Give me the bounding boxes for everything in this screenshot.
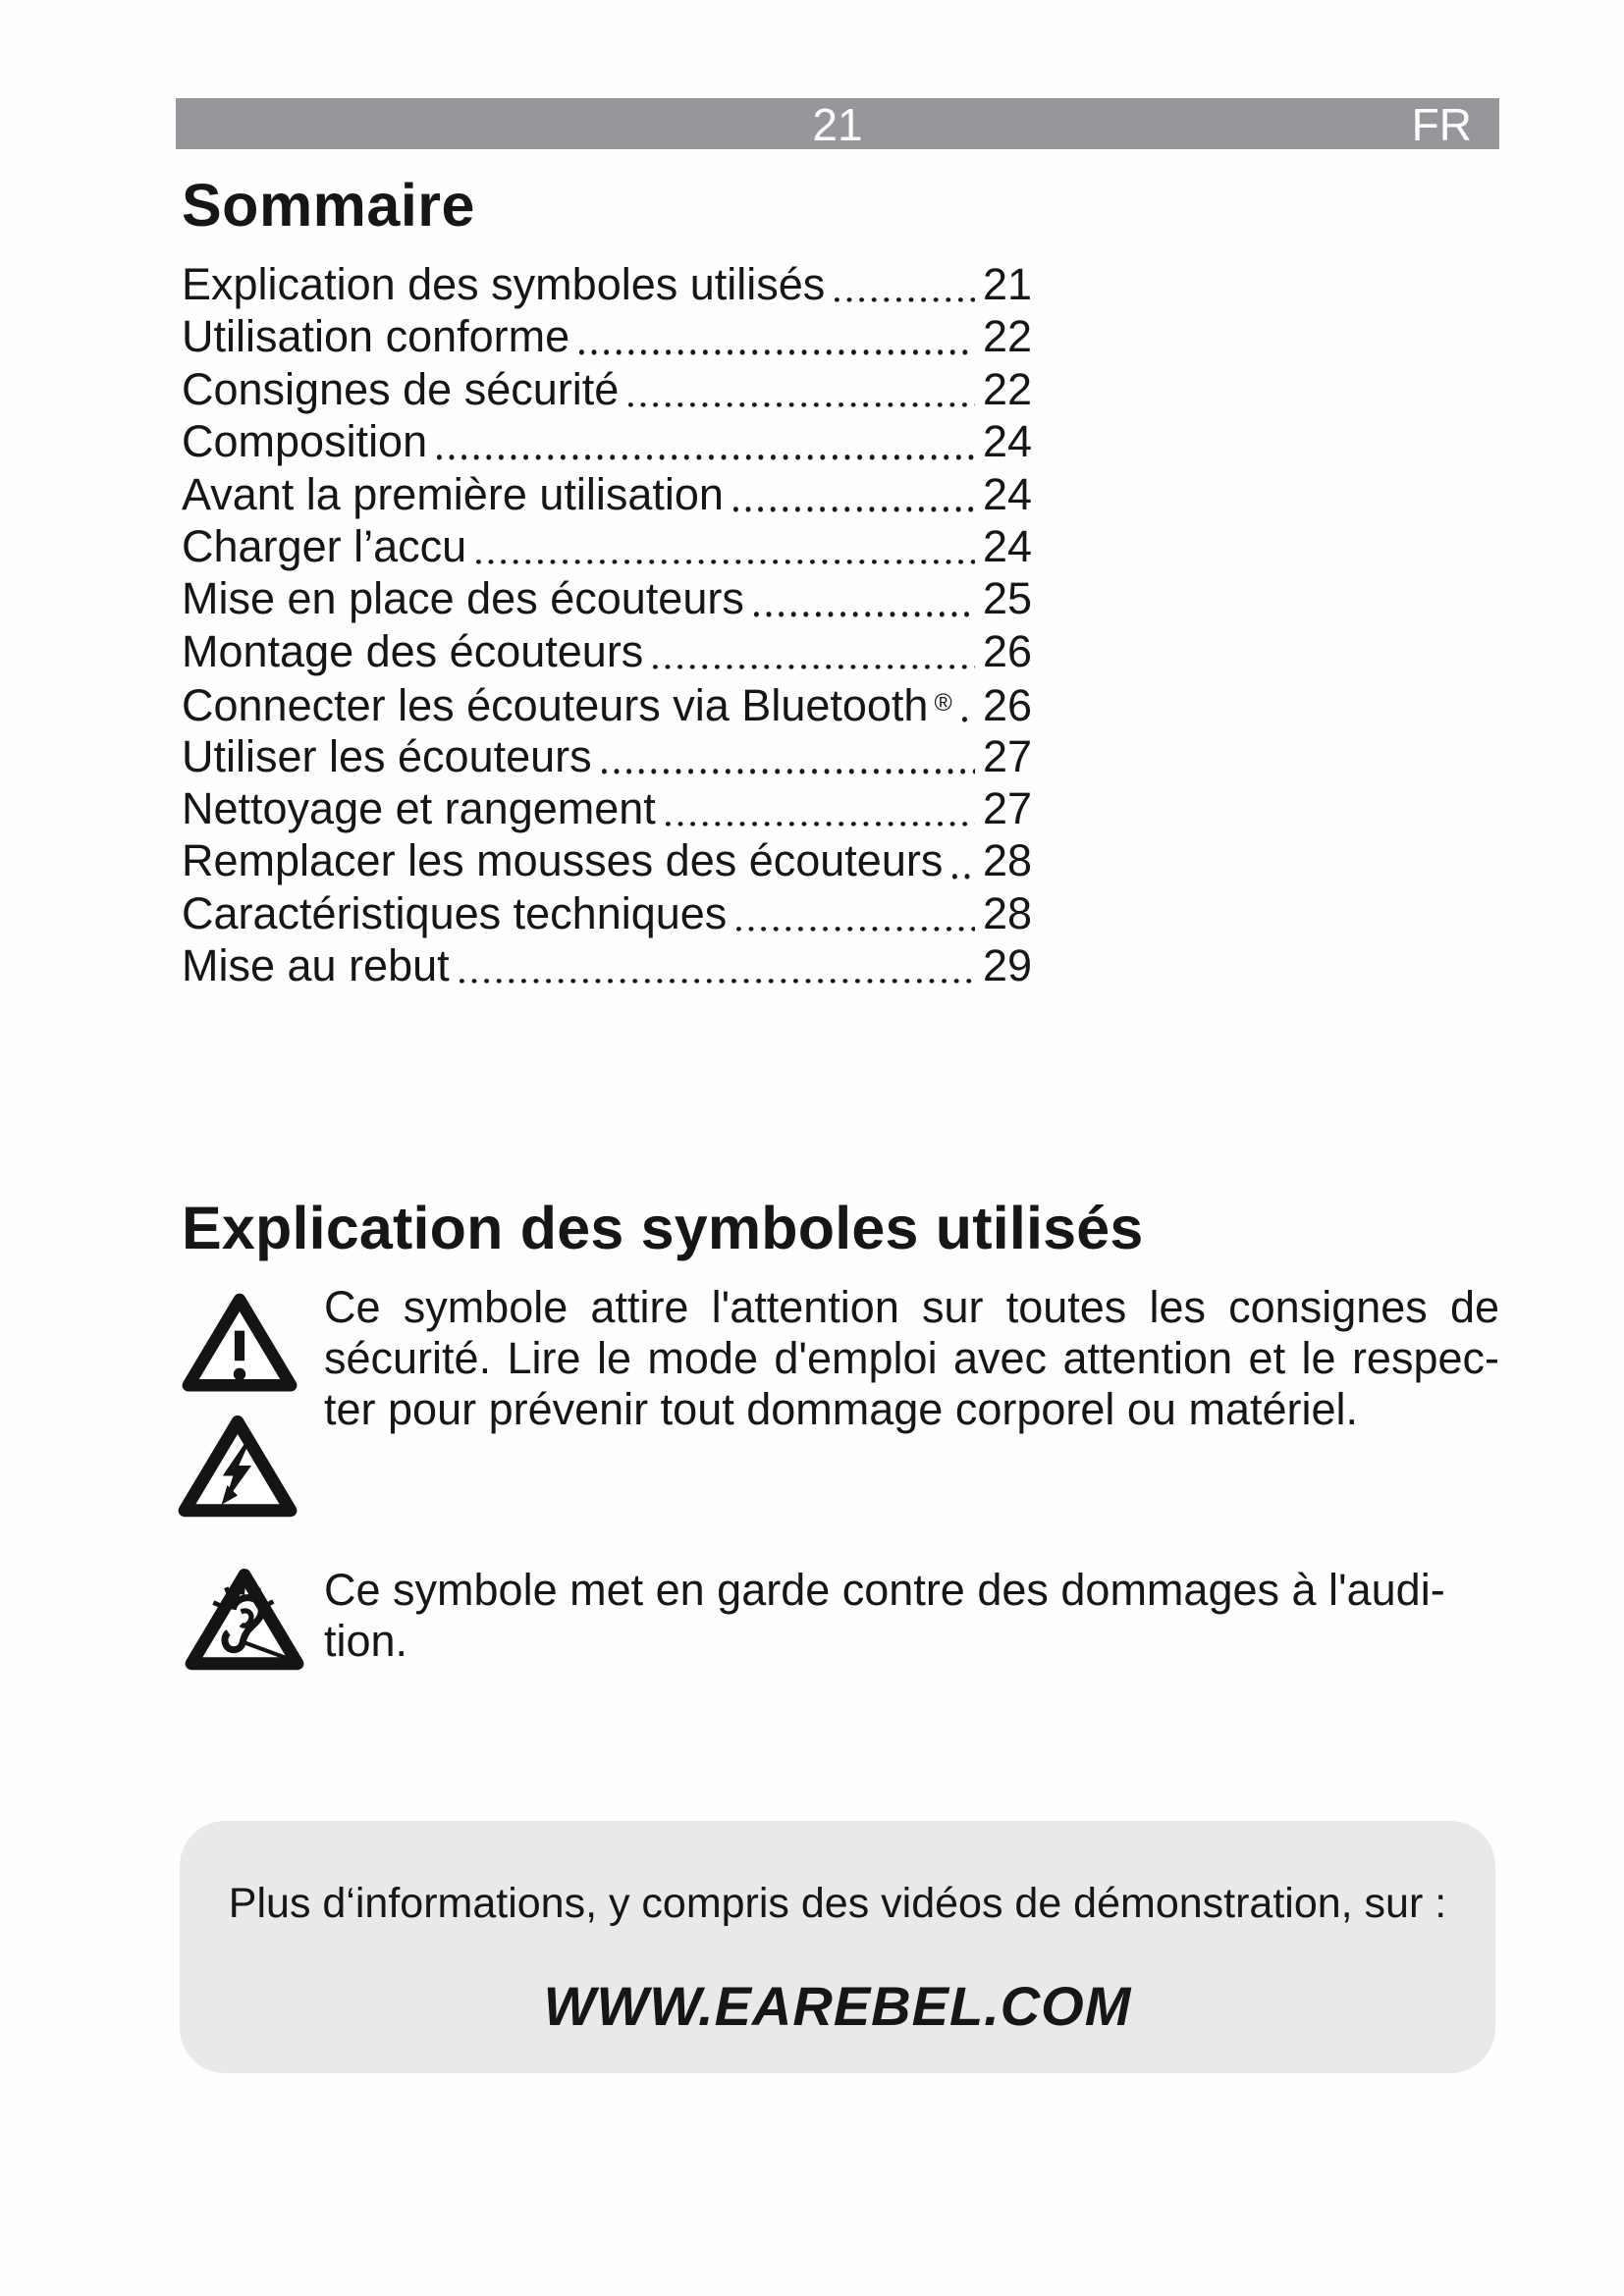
toc-leader-dots bbox=[753, 612, 975, 617]
toc-entry-label: Montage des écouteurs bbox=[182, 625, 644, 676]
toc-leader-dots bbox=[653, 664, 975, 670]
toc-entry-label: Avant la première utilisation bbox=[182, 468, 724, 519]
paragraph-line: ter pour prévenir tout dommage corporel … bbox=[324, 1384, 1359, 1434]
toc-page-number: 29 bbox=[982, 940, 1032, 991]
toc-entry-label: Utiliser les écouteurs bbox=[182, 730, 592, 781]
toc-leader-dots bbox=[437, 454, 975, 460]
toc-leader-dots bbox=[459, 978, 975, 985]
high-voltage-icon bbox=[178, 1415, 298, 1518]
symbols-section-heading: Explication des symboles utilisés bbox=[182, 1195, 1144, 1261]
toc-entry-label: Mise en place des écouteurs bbox=[182, 573, 744, 624]
toc-page-number: 26 bbox=[982, 680, 1032, 731]
toc-leader-dots bbox=[628, 401, 975, 408]
toc-page-number: 26 bbox=[982, 625, 1032, 676]
page-number: 21 bbox=[812, 99, 863, 150]
info-box: Plus d‘informations, y compris des vidéo… bbox=[180, 1821, 1495, 2073]
toc-row: Remplacer les mousses des écouteurs 28 bbox=[182, 834, 1032, 886]
toc-entry-label: Mise au rebut bbox=[182, 940, 450, 991]
toc-entry-label: Composition bbox=[182, 416, 428, 467]
toc-page-number: 22 bbox=[982, 363, 1032, 414]
paragraph-line: tion. bbox=[324, 1616, 408, 1666]
hearing-damage-icon bbox=[185, 1568, 304, 1671]
toc-row: Utiliser les écouteurs 27 bbox=[182, 730, 1032, 782]
toc-page-number: 25 bbox=[982, 573, 1032, 624]
toc-leader-dots bbox=[961, 717, 975, 722]
toc-row: Explication des symboles utilisés 21 bbox=[182, 258, 1032, 310]
toc-row: Caractéristiques techniques 28 bbox=[182, 887, 1032, 939]
toc-page-number: 24 bbox=[982, 416, 1032, 467]
toc-entry-label: Consignes de sécurité bbox=[182, 363, 620, 414]
toc-row: Mise en place des écouteurs 25 bbox=[182, 572, 1032, 624]
toc-entry-label: Remplacer les mousses des écouteurs bbox=[182, 835, 944, 886]
toc-leader-dots bbox=[601, 769, 975, 774]
paragraph-line: sécurité. Lire le mode d'emploi avec att… bbox=[324, 1333, 1499, 1383]
toc-row: Montage des écouteurs 26 bbox=[182, 625, 1032, 677]
toc-leader-dots bbox=[736, 926, 975, 933]
toc-leader-dots bbox=[835, 296, 975, 303]
toc-page-number: 24 bbox=[982, 468, 1032, 519]
toc-row: Avant la première utilisation 24 bbox=[182, 468, 1032, 520]
website-url: WWW.EAREBEL.COM bbox=[543, 1975, 1132, 2037]
paragraph-line: Ce symbole attire l'attention sur toutes… bbox=[324, 1282, 1499, 1332]
paragraph-line: Ce symbole met en garde contre des domma… bbox=[324, 1565, 1445, 1615]
toc-leader-dots bbox=[579, 349, 975, 355]
info-text: Plus d‘informations, y compris des vidéo… bbox=[228, 1880, 1447, 1927]
language-code: FR bbox=[1411, 99, 1472, 150]
toc-entry-label: Connecter les écouteurs via Bluetooth ® bbox=[182, 680, 952, 731]
toc-entry-label: Nettoyage et rangement bbox=[182, 782, 656, 833]
warning-icon bbox=[182, 1293, 298, 1392]
toc-row: Nettoyage et rangement 27 bbox=[182, 782, 1032, 834]
hearing-symbol-text: Ce symbole met en garde contre des domma… bbox=[324, 1565, 1499, 1667]
toc-page-number: 21 bbox=[982, 259, 1032, 309]
toc-page-number: 28 bbox=[982, 887, 1032, 938]
registered-trademark: ® bbox=[934, 690, 952, 718]
toc-leader-dots bbox=[665, 821, 975, 828]
toc-row: Utilisation conforme 22 bbox=[182, 310, 1032, 362]
toc-row: Connecter les écouteurs via Bluetooth ® 26 bbox=[182, 677, 1032, 731]
header-bar: 21 FR bbox=[176, 98, 1499, 150]
toc-page-number: 22 bbox=[982, 311, 1032, 362]
toc-row: Mise au rebut 29 bbox=[182, 939, 1032, 991]
toc-title: Sommaire bbox=[182, 172, 475, 239]
toc-page-number: 27 bbox=[982, 730, 1032, 781]
toc-leader-dots bbox=[952, 874, 975, 880]
toc-page-number: 27 bbox=[982, 782, 1032, 833]
toc-entry-label: Explication des symboles utilisés bbox=[182, 259, 826, 309]
toc-entry-label: Utilisation conforme bbox=[182, 311, 570, 362]
toc-leader-dots bbox=[732, 507, 975, 512]
toc-row: Charger l’accu 24 bbox=[182, 520, 1032, 572]
toc-entry-label: Charger l’accu bbox=[182, 520, 467, 571]
toc-entry-label: Caractéristiques techniques bbox=[182, 887, 728, 938]
toc-row: Consignes de sécurité 22 bbox=[182, 363, 1032, 415]
toc-page-number: 28 bbox=[982, 835, 1032, 886]
toc-page-number: 24 bbox=[982, 520, 1032, 571]
toc-row: Composition 24 bbox=[182, 415, 1032, 467]
toc-leader-dots bbox=[476, 559, 975, 565]
warning-symbol-text: Ce symbole attire l'attention sur toutes… bbox=[324, 1282, 1499, 1435]
toc-list: Explication des symboles utilisés 21 Utili… bbox=[182, 258, 1032, 991]
